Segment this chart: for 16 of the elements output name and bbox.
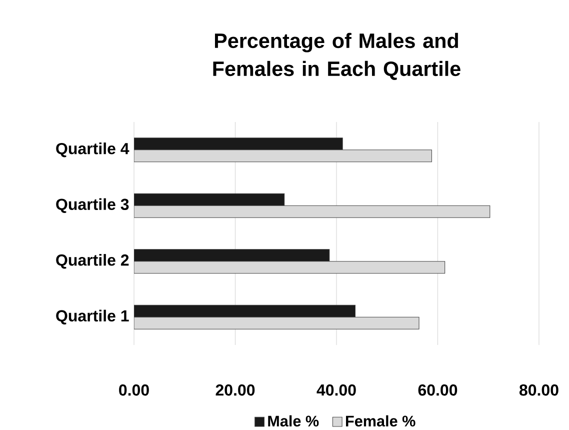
x-tick-label: 0.00 [119,384,149,396]
x-tick-label: 20.00 [216,384,255,396]
x-tick-label: 60.00 [418,384,458,396]
bar [134,249,330,262]
x-tick-label: 80.00 [519,384,558,396]
y-tick-label: Quartile 4 [56,142,130,158]
bar [134,304,356,318]
legend-label: Female % [346,415,416,427]
y-tick-label: Quartile 1 [56,310,129,325]
bar [134,138,343,150]
bar [134,193,285,206]
y-tick-label: Quartile 2 [56,254,129,269]
x-tick-label: 40.00 [316,384,356,396]
chart-title: Percentage of Males and Females in Each Quartile [213,32,460,80]
y-tick-label: Quartile 3 [56,198,129,214]
legend-label: Male % [268,415,319,427]
